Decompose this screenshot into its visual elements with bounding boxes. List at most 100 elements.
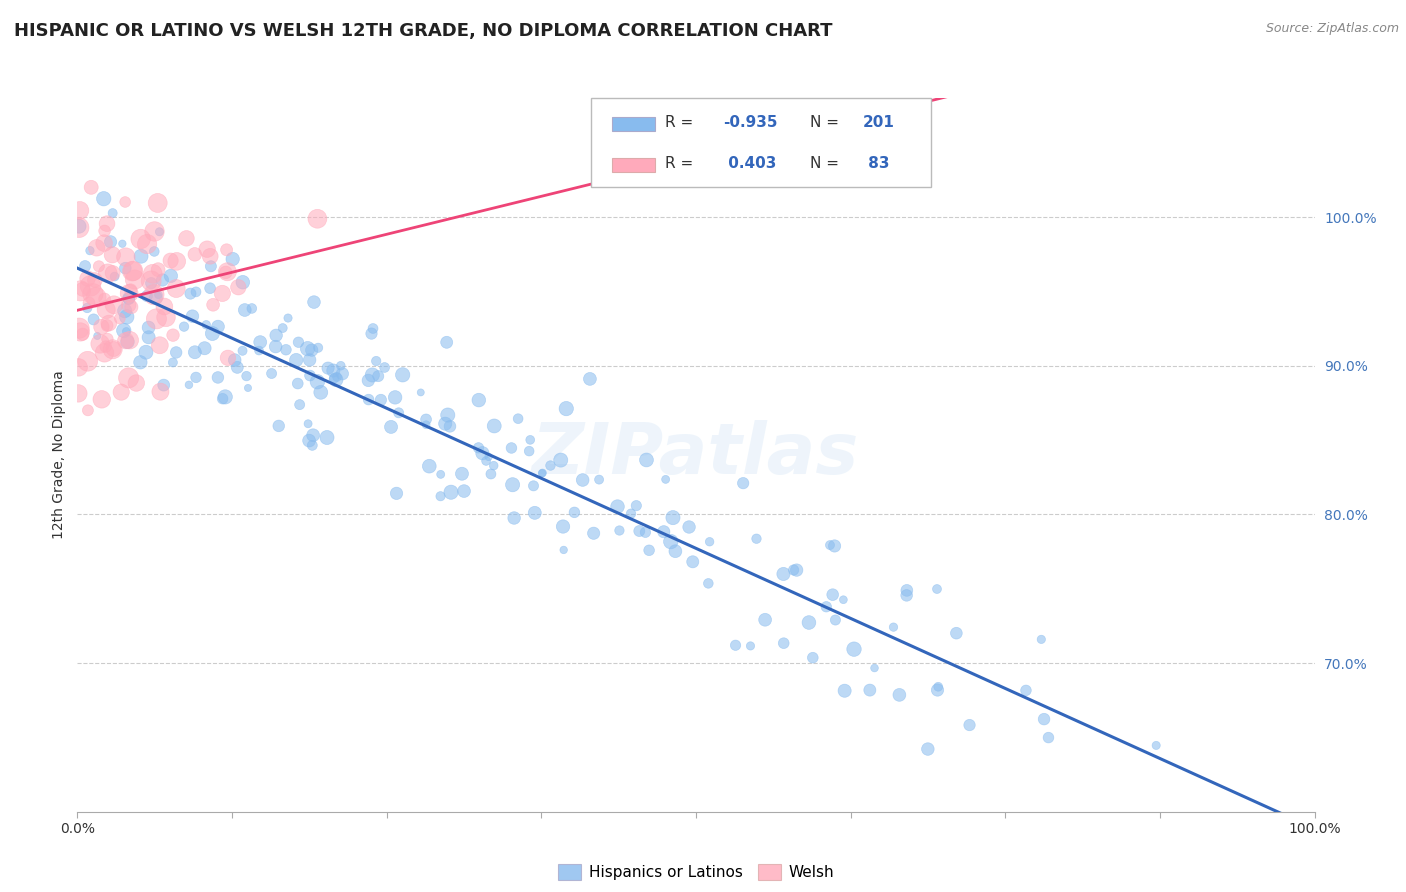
Point	[117, 371, 139, 385]
Point	[959, 718, 981, 732]
Point	[145, 311, 167, 326]
Point	[152, 273, 174, 287]
Point	[782, 563, 804, 577]
Point	[267, 418, 290, 433]
Point	[531, 466, 554, 480]
Point	[165, 345, 187, 359]
Point	[173, 319, 195, 334]
Point	[115, 325, 138, 339]
Point	[325, 373, 347, 387]
Point	[553, 543, 575, 558]
FancyBboxPatch shape	[612, 117, 655, 130]
Point	[114, 334, 136, 348]
Point	[83, 273, 105, 287]
Point	[112, 324, 135, 338]
Point	[89, 336, 111, 351]
Point	[832, 592, 855, 607]
Point	[217, 351, 239, 365]
Point	[149, 384, 172, 399]
Point	[482, 458, 505, 473]
Point	[579, 372, 602, 386]
Point	[93, 292, 115, 306]
Point	[87, 260, 110, 274]
Point	[316, 361, 339, 376]
Point	[202, 298, 225, 312]
Text: ZIPatlas: ZIPatlas	[533, 420, 859, 490]
Point	[82, 286, 104, 301]
Point	[361, 321, 384, 335]
Point	[118, 333, 141, 347]
Point	[179, 286, 201, 301]
Point	[628, 524, 651, 538]
Point	[117, 291, 139, 305]
Point	[114, 261, 136, 276]
Point	[94, 340, 117, 354]
Point	[309, 385, 332, 400]
Point	[153, 300, 176, 314]
Point	[103, 342, 125, 356]
Point	[551, 519, 574, 533]
Point	[307, 375, 329, 389]
Point	[67, 219, 90, 234]
Point	[200, 260, 222, 274]
Point	[86, 241, 108, 255]
Text: N =: N =	[810, 115, 844, 130]
Point	[842, 642, 865, 657]
Point	[67, 386, 90, 401]
Point	[523, 506, 546, 520]
Point	[361, 368, 384, 382]
Point	[101, 248, 124, 262]
Point	[247, 343, 270, 358]
Point	[440, 485, 463, 500]
Point	[101, 206, 124, 220]
Point	[114, 303, 136, 318]
Point	[307, 211, 329, 226]
Point	[76, 354, 98, 368]
Point	[142, 267, 165, 281]
Point	[217, 265, 239, 279]
Point	[111, 236, 134, 251]
Point	[484, 419, 506, 434]
Point	[86, 329, 108, 343]
Point	[436, 408, 458, 422]
Point	[83, 312, 105, 326]
Point	[148, 225, 170, 239]
Point	[329, 359, 352, 373]
Point	[582, 526, 605, 541]
Text: R =: R =	[665, 115, 699, 130]
Point	[143, 244, 166, 259]
Point	[195, 318, 218, 332]
Point	[117, 334, 139, 349]
Point	[148, 287, 170, 301]
Point	[69, 325, 91, 339]
Point	[215, 265, 238, 279]
Point	[96, 318, 118, 333]
Point	[889, 688, 911, 702]
Point	[301, 343, 323, 358]
Point	[370, 392, 392, 407]
Point	[236, 381, 259, 395]
Point	[129, 232, 152, 246]
Point	[429, 489, 451, 503]
Point	[697, 576, 720, 591]
Point	[288, 398, 311, 412]
Point	[115, 310, 138, 324]
Point	[103, 269, 125, 284]
Point	[75, 259, 97, 273]
Point	[198, 281, 221, 295]
Point	[114, 194, 136, 209]
Point	[120, 300, 142, 314]
Point	[297, 342, 319, 356]
Point	[93, 224, 115, 238]
Point	[434, 417, 457, 431]
Point	[724, 638, 747, 652]
Point	[160, 268, 183, 283]
Point	[93, 346, 115, 360]
Point	[927, 680, 949, 694]
Point	[277, 311, 299, 326]
Point	[374, 360, 396, 375]
Point	[478, 450, 501, 464]
FancyBboxPatch shape	[612, 158, 655, 171]
Point	[418, 459, 440, 474]
Point	[522, 479, 544, 493]
